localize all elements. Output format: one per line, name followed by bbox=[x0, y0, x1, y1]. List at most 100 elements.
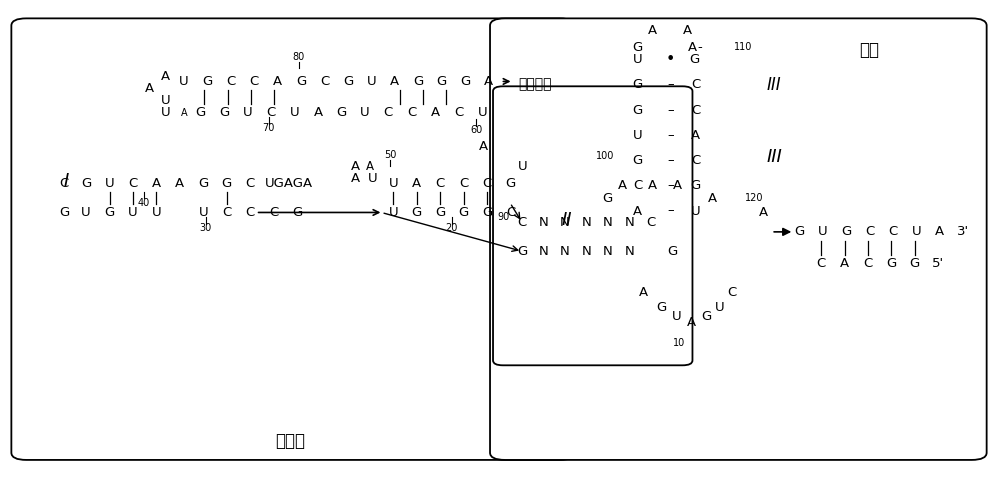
Text: N: N bbox=[539, 216, 548, 229]
Text: C: C bbox=[728, 286, 737, 299]
Text: A: A bbox=[691, 129, 700, 142]
Text: A: A bbox=[161, 70, 170, 83]
Text: G: G bbox=[632, 41, 643, 54]
Text: II: II bbox=[562, 211, 572, 229]
Text: UGAGA: UGAGA bbox=[265, 177, 313, 190]
Text: G: G bbox=[458, 206, 469, 219]
Text: G: G bbox=[482, 206, 492, 219]
Text: G: G bbox=[435, 206, 445, 219]
Text: A: A bbox=[840, 257, 849, 270]
Text: A: A bbox=[673, 179, 682, 192]
Text: A: A bbox=[683, 24, 692, 37]
Text: 30: 30 bbox=[200, 223, 212, 233]
Text: A: A bbox=[390, 75, 399, 88]
Text: U: U bbox=[152, 206, 161, 219]
FancyBboxPatch shape bbox=[490, 19, 987, 460]
Text: U: U bbox=[518, 160, 527, 173]
Text: G: G bbox=[222, 177, 232, 190]
Text: G: G bbox=[296, 75, 306, 88]
Text: G: G bbox=[603, 192, 613, 205]
Text: -: - bbox=[697, 41, 702, 54]
Text: N: N bbox=[560, 216, 570, 229]
Text: G: G bbox=[413, 75, 423, 88]
Text: A: A bbox=[618, 179, 627, 192]
Text: G: G bbox=[910, 257, 920, 270]
Text: C: C bbox=[222, 206, 231, 219]
Text: G: G bbox=[632, 103, 643, 117]
Text: C: C bbox=[517, 216, 527, 229]
Text: C: C bbox=[646, 216, 655, 229]
Text: C: C bbox=[506, 206, 515, 219]
Text: A: A bbox=[639, 286, 648, 299]
Text: 70: 70 bbox=[262, 122, 275, 133]
Text: 50: 50 bbox=[384, 150, 396, 160]
Text: G: G bbox=[667, 245, 677, 258]
Text: U: U bbox=[478, 106, 488, 120]
Text: G: G bbox=[656, 301, 667, 314]
Text: A: A bbox=[633, 204, 642, 218]
Text: A: A bbox=[478, 141, 488, 153]
Text: 80: 80 bbox=[292, 52, 305, 62]
Text: U: U bbox=[367, 75, 376, 88]
Text: G: G bbox=[412, 206, 422, 219]
Text: U: U bbox=[199, 206, 208, 219]
Text: C: C bbox=[60, 177, 69, 190]
Text: C: C bbox=[691, 79, 700, 91]
Text: G: G bbox=[336, 106, 347, 120]
Text: N: N bbox=[624, 245, 634, 258]
Text: A: A bbox=[648, 24, 657, 37]
Text: N: N bbox=[624, 216, 634, 229]
Text: 100: 100 bbox=[596, 151, 615, 161]
Text: C: C bbox=[267, 106, 276, 120]
Text: G: G bbox=[690, 179, 701, 192]
Text: U: U bbox=[818, 225, 827, 238]
Text: U: U bbox=[388, 206, 398, 219]
Text: A: A bbox=[412, 177, 421, 190]
Text: C: C bbox=[250, 75, 259, 88]
Text: U: U bbox=[633, 53, 642, 66]
Text: G: G bbox=[219, 106, 229, 120]
Text: 5': 5' bbox=[932, 257, 944, 270]
Text: U: U bbox=[633, 129, 642, 142]
Text: G: G bbox=[886, 257, 897, 270]
Text: C: C bbox=[459, 177, 468, 190]
Text: G: G bbox=[198, 177, 208, 190]
Text: 适配体: 适配体 bbox=[276, 431, 306, 449]
Text: 核酶: 核酶 bbox=[859, 41, 879, 59]
Text: U: U bbox=[128, 206, 138, 219]
Text: U: U bbox=[81, 206, 91, 219]
FancyBboxPatch shape bbox=[11, 19, 575, 460]
Text: C: C bbox=[226, 75, 235, 88]
Text: G: G bbox=[632, 79, 643, 91]
Text: –: – bbox=[667, 103, 674, 117]
Text: C: C bbox=[320, 75, 329, 88]
Text: A: A bbox=[181, 108, 187, 118]
Text: N: N bbox=[603, 245, 613, 258]
Text: N: N bbox=[560, 245, 570, 258]
Text: U: U bbox=[243, 106, 253, 120]
Text: G: G bbox=[460, 75, 470, 88]
FancyBboxPatch shape bbox=[493, 86, 692, 366]
Text: G: G bbox=[104, 206, 115, 219]
Text: G: G bbox=[841, 225, 851, 238]
Text: G: G bbox=[437, 75, 447, 88]
Text: U: U bbox=[105, 177, 114, 190]
Text: N: N bbox=[581, 245, 591, 258]
Text: U: U bbox=[691, 204, 700, 218]
Text: G: G bbox=[343, 75, 353, 88]
Text: A: A bbox=[935, 225, 944, 238]
Text: C: C bbox=[863, 257, 873, 270]
Text: U: U bbox=[388, 177, 398, 190]
Text: N: N bbox=[581, 216, 591, 229]
Text: G: G bbox=[505, 177, 516, 190]
Text: U: U bbox=[715, 301, 724, 314]
Text: G: G bbox=[517, 245, 527, 258]
Text: C: C bbox=[246, 206, 255, 219]
Text: A: A bbox=[144, 82, 154, 95]
Text: 融合区域: 融合区域 bbox=[518, 77, 552, 91]
Text: C: C bbox=[865, 225, 874, 238]
Text: G: G bbox=[632, 154, 643, 167]
Text: U: U bbox=[912, 225, 921, 238]
Text: C: C bbox=[816, 257, 826, 270]
Text: U: U bbox=[161, 106, 171, 120]
